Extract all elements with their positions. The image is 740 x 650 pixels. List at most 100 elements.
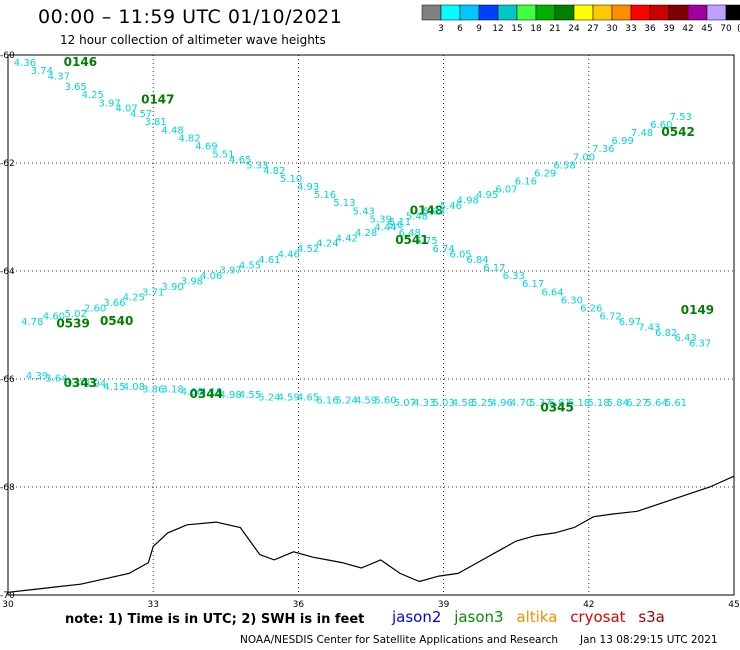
swh-value: 4.25 [123, 293, 145, 304]
track-time-label: 0147 [141, 93, 174, 107]
swh-value: 5.18 [587, 398, 609, 409]
axis-ticks: 30 33 36 39 42 45 -60 -62 -64 -66 -68 -70 [0, 51, 740, 610]
swh-value: 6.64 [541, 287, 563, 298]
swh-value: 4.44 [374, 223, 396, 234]
swh-value: 5.64 [645, 398, 667, 409]
colorbar-label: 3 [438, 24, 444, 34]
swh-value: 6.16 [515, 177, 537, 188]
swh-value: 3.97 [220, 266, 242, 277]
swh-value: 4.39 [26, 371, 48, 382]
colorbar-swatch [592, 4, 613, 21]
swh-value: 4.59 [278, 393, 300, 404]
swh-value: 5.81 [549, 398, 571, 409]
y-tick-label: -64 [0, 267, 15, 277]
swh-value: 4.28 [355, 228, 377, 239]
swh-value: 4.95 [476, 190, 498, 201]
swh-value: 5.43 [353, 206, 375, 217]
swh-value: 7.53 [670, 112, 692, 123]
track-time-label: 0344 [190, 387, 223, 401]
swh-value: 5.11 [389, 217, 411, 228]
swh-value: 3.86 [142, 385, 164, 396]
swh-value: 6.72 [599, 312, 621, 323]
colorbar-swatch [516, 4, 537, 21]
colorbar-label: 24 [568, 24, 580, 34]
swh-value: 2.60 [84, 304, 106, 315]
colorbar-label: 30 [606, 24, 618, 34]
satellite-tracks: 4.363.744.373.654.253.974.074.5701463.81… [14, 55, 714, 415]
swh-value: 3.18 [161, 385, 183, 396]
legend-jason2: jason2 [392, 608, 442, 626]
swh-value: 5.10 [280, 174, 302, 185]
swh-value: 4.25 [82, 90, 104, 101]
swh-value: 6.60 [650, 120, 672, 131]
swh-value: 4.55 [239, 260, 261, 271]
swh-value: 5.03 [432, 398, 454, 409]
footer-timestamp: Jan 13 08:29:15 UTC 2021 [580, 634, 718, 646]
page-subtitle: 12 hour collection of altimeter wave hei… [60, 33, 326, 47]
swh-value: 6.97 [619, 317, 641, 328]
colorbar-swatch [687, 4, 708, 21]
y-tick-label: -70 [0, 591, 15, 601]
swh-value: 6.37 [689, 339, 711, 350]
swh-value: 6.17 [522, 279, 544, 290]
swh-value: 4.98 [457, 196, 479, 207]
swh-value: 5.46 [440, 201, 462, 212]
swh-value: 3.81 [144, 117, 166, 128]
swh-value: 3.66 [103, 298, 125, 309]
swh-value: 4.66 [181, 387, 203, 398]
swh-value: 6.07 [495, 185, 517, 196]
colorbar-swatch [440, 4, 461, 21]
swh-value: 4.60 [43, 312, 65, 323]
track-time-label: 0343 [64, 376, 97, 390]
swh-value: 6.82 [655, 328, 677, 339]
swh-value: 4.16 [65, 376, 87, 387]
colorbar-swatch [421, 4, 442, 21]
swh-value: 6.58 [553, 160, 575, 171]
swh-value: 6.99 [612, 136, 634, 147]
swh-value: 4.42 [336, 233, 358, 244]
swh-value: 3.94 [84, 379, 106, 390]
x-tick-label: 36 [293, 600, 305, 610]
swh-value: 3.64 [45, 374, 67, 385]
swh-value: 5.25 [471, 398, 493, 409]
swh-value: 5.08 [423, 206, 445, 217]
swh-value: 5.24 [336, 395, 358, 406]
colorbar-swatch [668, 4, 689, 21]
swh-value: 3.71 [142, 287, 164, 298]
swh-value: 4.57 [130, 109, 152, 120]
map-frame [7, 54, 735, 596]
colorbar-label: 42 [682, 24, 693, 34]
swh-value: 6.29 [534, 169, 556, 180]
swh-value: 4.33 [413, 398, 435, 409]
swh-value: 4.36 [14, 58, 36, 69]
x-tick-label: 42 [583, 600, 594, 610]
colorbar-label: 27 [587, 24, 598, 34]
swh-value: 4.65 [297, 393, 319, 404]
x-tick-label: 33 [147, 600, 158, 610]
track-time-label: 0542 [661, 125, 694, 139]
x-tick-label: 45 [728, 600, 739, 610]
colorbar-label: 12 [492, 24, 503, 34]
swh-value: 5.16 [314, 190, 336, 201]
colorbar-label: 6 [457, 24, 463, 34]
swh-value: 5.61 [665, 398, 687, 409]
swh-value: 4.69 [195, 142, 217, 153]
legend-jason3: jason3 [454, 608, 504, 626]
swh-value: 3.90 [161, 282, 183, 293]
swh-value: 5.60 [374, 395, 396, 406]
colorbar-swatch [478, 4, 499, 21]
swh-value: 5.24 [258, 393, 280, 404]
swh-value: 5.37 [529, 398, 551, 409]
track-time-label: 0146 [64, 55, 97, 69]
colorbar-swatch [706, 4, 727, 21]
colorbar-label: 33 [625, 24, 636, 34]
swh-value: 4.37 [48, 71, 70, 82]
swh-value: 4.82 [263, 166, 285, 177]
colorbar-swatch [630, 4, 651, 21]
colorbar-label: 21 [549, 24, 560, 34]
swh-value: 4.82 [178, 133, 200, 144]
swh-value: 5.18 [568, 398, 590, 409]
swh-value: 6.43 [674, 333, 696, 344]
page-title: 00:00 – 11:59 UTC 01/10/2021 [38, 6, 343, 28]
